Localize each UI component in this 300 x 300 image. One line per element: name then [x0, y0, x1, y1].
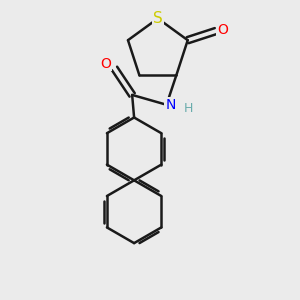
Text: S: S [153, 11, 163, 26]
Text: O: O [100, 56, 111, 70]
Text: N: N [165, 98, 176, 112]
Text: H: H [183, 102, 193, 115]
Text: O: O [217, 23, 228, 37]
